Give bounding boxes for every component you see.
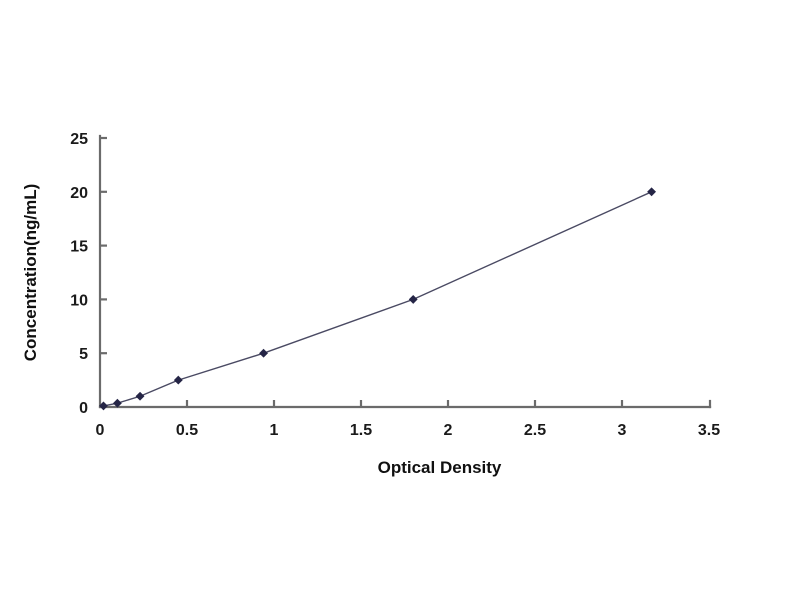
data-point-marker bbox=[135, 391, 145, 401]
x-axis-title: Optical Density bbox=[378, 458, 502, 477]
y-tick-label: 0 bbox=[79, 400, 88, 417]
x-tick-label: 1.5 bbox=[350, 422, 372, 439]
x-tick-label: 1 bbox=[270, 422, 279, 439]
data-point-marker bbox=[259, 348, 268, 358]
y-tick-label: 25 bbox=[70, 131, 88, 148]
axes-group bbox=[98, 134, 712, 409]
x-tick-label: 2 bbox=[444, 422, 453, 439]
data-series-group bbox=[99, 187, 657, 411]
ticks-group bbox=[100, 136, 624, 407]
y-tick-label: 15 bbox=[70, 239, 88, 256]
data-point-marker bbox=[112, 398, 122, 408]
x-tick-label: 3 bbox=[618, 422, 627, 439]
data-point-marker bbox=[647, 187, 657, 197]
tick-labels-group: 0 5 10 15 20 25 0 0.5 1 1.5 2 2.5 3 3.5 bbox=[70, 131, 720, 439]
x-tick-label: 0.5 bbox=[176, 422, 198, 439]
data-point-marker bbox=[408, 294, 418, 304]
y-tick-label: 20 bbox=[70, 185, 88, 202]
axis-titles-group: Optical Density Concentration(ng/mL) bbox=[21, 184, 502, 477]
data-point-marker bbox=[173, 375, 183, 385]
y-axis-title: Concentration(ng/mL) bbox=[21, 184, 40, 362]
data-point-marker bbox=[99, 401, 108, 411]
y-tick-label: 5 bbox=[79, 346, 88, 363]
x-tick-label: 3.5 bbox=[698, 422, 720, 439]
x-tick-label: 2.5 bbox=[524, 422, 546, 439]
x-tick-label: 0 bbox=[96, 422, 105, 439]
y-tick-label: 10 bbox=[70, 292, 88, 309]
series-line bbox=[103, 191, 652, 407]
